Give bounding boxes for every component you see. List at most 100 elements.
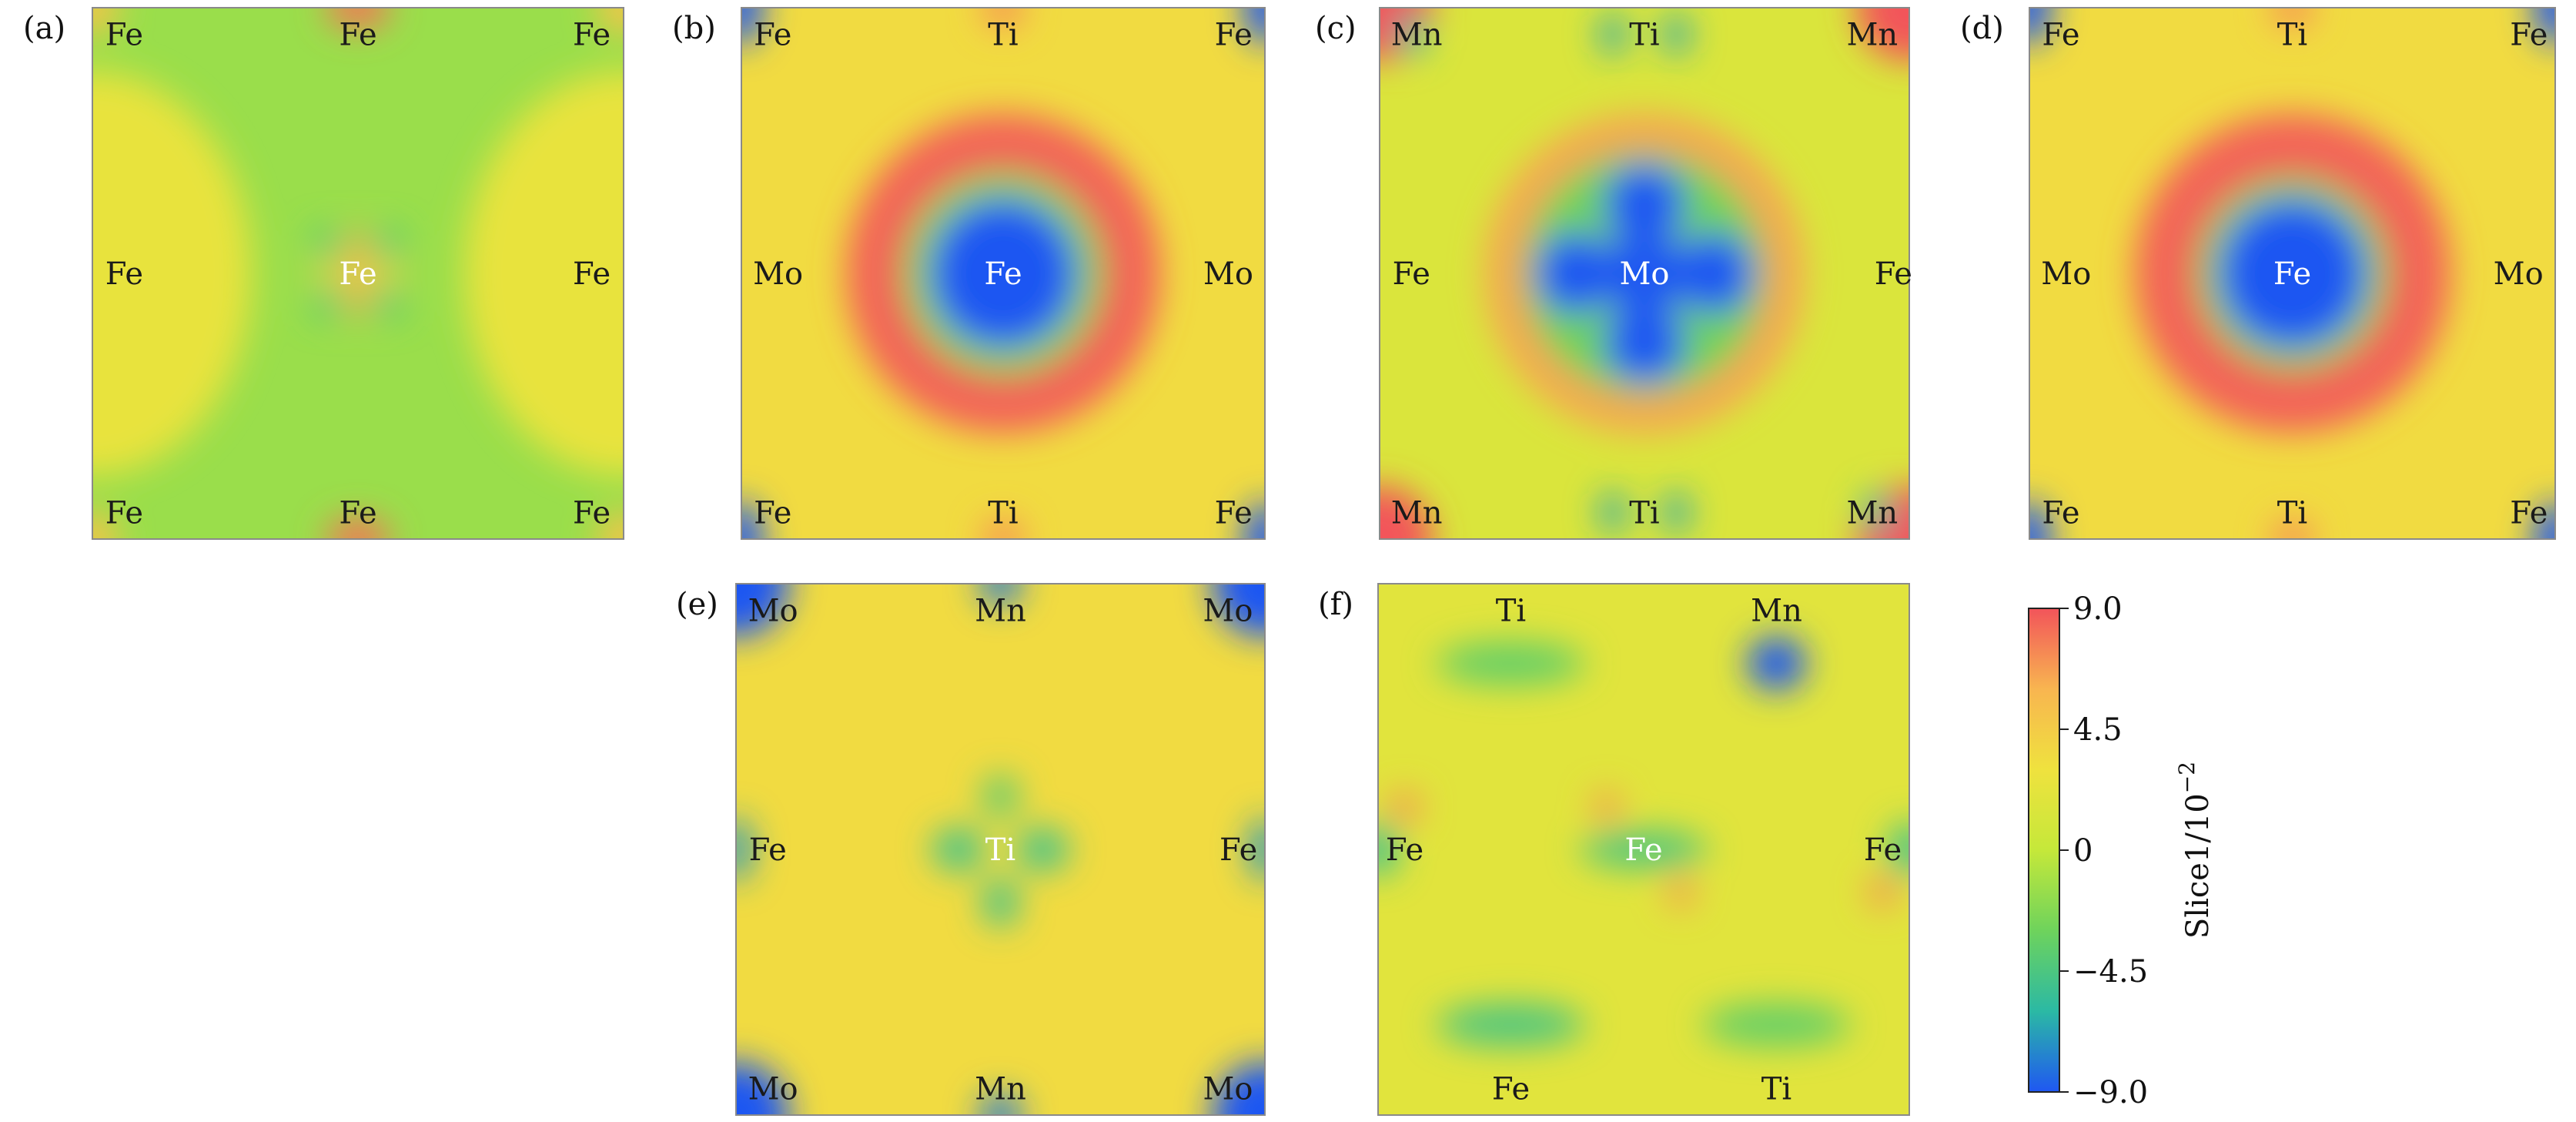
atom-label: Fe [984,256,1022,292]
heatmap-feature [736,584,789,637]
heatmap-feature [376,228,403,255]
heatmap-feature [2029,8,2051,45]
heatmap-feature [736,1062,789,1115]
atom-label: Fe [754,496,791,531]
heatmap-feature [2218,199,2367,348]
heatmap-feature [1888,822,1909,876]
heatmap-panel-4: Fe Ti Fe Mo Fe Mo Fe Ti Fe (d) [1960,7,2556,540]
atom-label: Ti [1629,18,1659,53]
heatmap-feature [1580,830,1708,869]
heatmap-feature [2534,501,2555,539]
atom-label: Mn [1846,18,1898,53]
atom-label: Mn [1391,496,1443,531]
colorbar: 9.0 4.5 0 −4.5 −9.0 Slice1/10−2 [2028,591,2216,1110]
heatmap-panel-1: Fe Fe Fe Fe Fe Fe Fe Fe Fe (a) [23,7,624,540]
atom-label: Mn [975,1072,1026,1107]
heatmap-feature [979,1094,1022,1115]
heatmap-feature [1663,12,1690,56]
atom-label: Fe [573,496,611,531]
heatmap-feature [1016,828,1069,871]
heatmap-feature [309,263,406,284]
heatmap-feature [741,8,763,45]
heatmap-feature [979,584,1022,605]
heatmap-feature [2271,8,2313,29]
atom-label: Mo [1203,1072,1253,1107]
panel-label: (a) [23,11,65,46]
heatmap-feature [376,292,403,319]
atom-label: Fe [105,256,143,292]
heatmap-feature [982,517,1025,539]
atom-label: Mo [1203,256,1253,292]
atom-label: Mo [753,256,803,292]
atom-label: Ti [1761,1072,1791,1107]
atom-label: Fe [754,18,791,53]
colorbar-tick-label: −4.5 [2073,954,2148,990]
atom-label: Fe [573,256,611,292]
heatmap-feature [1212,584,1265,637]
heatmap-panel-6: Ti Mn Fe Fe Fe Fe Ti (f) [1318,583,1910,1116]
colorbar-tick-label: 4.5 [2073,712,2123,748]
colorbar-gradient [2028,608,2060,1093]
panel-frame [2029,7,2556,540]
atom-label: Mn [1846,496,1898,531]
heatmap-feature [929,199,1077,348]
panel-label: (b) [672,11,716,46]
atom-label: Fe [1864,832,1902,868]
atom-label: Fe [2510,496,2548,531]
atom-label: Fe [2042,18,2079,53]
atom-label: Fe [2510,18,2548,53]
colorbar-tick-label: 0 [2073,833,2093,869]
atom-label: Mn [1751,594,1802,629]
heatmap-feature [1668,876,1694,908]
heatmap-feature [1212,1062,1265,1115]
panel-frame [741,7,1266,540]
panel-frame [735,583,1266,1116]
atom-label: Mo [748,1072,798,1107]
atom-label: Fe [1215,18,1253,53]
heatmap-feature [1249,817,1265,882]
panel-label: (f) [1318,587,1353,622]
atom-label: Mo [2494,256,2544,292]
colorbar-ticks: 9.0 4.5 0 −4.5 −9.0 [2059,591,2148,1110]
atom-label: Fe [1393,256,1430,292]
heatmap-feature [1747,637,1806,690]
heatmap-feature [464,71,624,476]
heatmap-panel-5: Mo Mn Mo Fe Ti Fe Mo Mn Mo (e) [676,583,1266,1116]
atom-label: Ti [2277,18,2307,53]
heatmap-feature [92,8,119,35]
panel-frame [1379,7,1910,540]
heatmap-feature [313,228,340,255]
heatmap-panel-2: Fe Ti Fe Mo Fe Mo Fe Ti Fe (b) [672,7,1266,540]
heatmap-feature [1673,233,1754,313]
heatmap-feature [1599,12,1626,56]
heatmap-background [736,584,1265,1115]
heatmap-feature [1604,164,1684,245]
heatmap-feature [1599,491,1626,534]
heatmap-feature [313,292,340,319]
heatmap-panel-3: Mn Ti Mn Fe Mo Fe Mn Ti Mn (c) [1315,7,1912,540]
heatmap-feature [982,8,1025,29]
heatmap-feature [1663,491,1690,534]
heatmap-feature [326,517,390,539]
atom-label: Ti [2277,496,2307,531]
heatmap-feature [2271,517,2313,539]
heatmap-feature [1701,1003,1852,1047]
heatmap-feature [1604,302,1684,383]
heatmap-feature [1436,641,1586,685]
heatmap-feature [1380,486,1433,539]
atom-label: Mn [975,594,1026,629]
atom-label: Ti [1629,496,1659,531]
heatmap-feature [1395,12,1427,56]
heatmap-feature [982,878,1019,927]
atom-label: Ti [988,18,1018,53]
panel-frame [92,7,624,540]
atom-label: Mo [2041,256,2091,292]
heatmap-feature [741,501,763,539]
atom-label: Fe [105,18,143,53]
atom-label: Ti [988,496,1018,531]
atom-label: Fe [105,496,143,531]
heatmap-feature [1535,233,1616,313]
atom-label: Ti [985,832,1015,868]
atom-label: Fe [1624,832,1662,868]
heatmap-feature [1436,1003,1586,1047]
